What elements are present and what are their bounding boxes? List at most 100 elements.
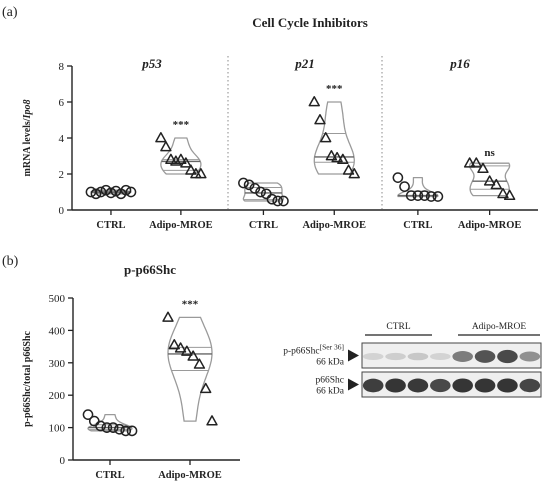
y-tick-label: 100	[49, 423, 66, 435]
data-point-circle	[95, 420, 106, 432]
data-point-circle	[114, 423, 125, 435]
x-tick-label: Adipo-MROE	[149, 220, 213, 231]
data-point-triangle	[193, 358, 206, 369]
gene-label: p21	[294, 56, 315, 71]
y-tick-label: 6	[59, 97, 65, 109]
data-point-circle	[392, 172, 404, 183]
data-point-triangle	[162, 311, 174, 322]
data-point-circle	[120, 425, 132, 437]
y-axis-label: mRNA levels/Ipo8	[22, 100, 33, 177]
blot-band	[385, 352, 406, 361]
blot-band	[362, 378, 384, 393]
blot-band	[362, 352, 384, 361]
panel-b-chart: 0 100 200 300 400 500 p-p66Shc/total p66Shc CTR…	[22, 293, 240, 481]
data-point-circle	[107, 422, 119, 433]
data-point-triangle	[342, 164, 355, 175]
blot-band	[474, 378, 496, 393]
y-tick-label: 0	[59, 205, 65, 217]
y-tick-label: 300	[49, 358, 66, 370]
x-tick-label: CTRL	[403, 220, 432, 231]
blot-band	[407, 352, 429, 361]
blot-band	[430, 378, 451, 393]
data-point-triangle	[331, 151, 343, 163]
y-tick-label: 400	[49, 325, 66, 337]
y-axis-label: p-p66Shc/total p66Shc	[22, 331, 33, 427]
x-tick-label: CTRL	[96, 220, 125, 231]
data-point-circle	[101, 422, 113, 433]
arrow-icon	[348, 378, 359, 391]
data-point-triangle	[175, 153, 187, 164]
blot-band	[497, 378, 518, 393]
data-point-triangle	[308, 96, 320, 107]
data-point-circle	[272, 195, 284, 207]
data-point-triangle	[477, 162, 489, 173]
data-point-circle	[85, 186, 97, 198]
data-point-triangle	[314, 114, 326, 125]
x-tick-label: Adipo-MROE	[302, 220, 366, 231]
data-point-triangle	[160, 141, 172, 152]
data-point-triangle	[165, 153, 177, 164]
data-point-triangle	[348, 168, 360, 179]
data-point-triangle	[174, 342, 187, 353]
blot-row-label: p-p66Shc[Ser 36]	[283, 343, 344, 357]
data-point-triangle	[319, 132, 332, 143]
blot-group-label: Adipo-MROE	[472, 322, 527, 332]
blot-band	[430, 352, 451, 361]
significance-label: ***	[326, 83, 343, 95]
data-point-triangle	[168, 339, 180, 350]
data-point-circle	[419, 190, 430, 201]
significance-label: ***	[173, 119, 190, 131]
data-point-circle	[82, 409, 94, 420]
data-point-triangle	[325, 150, 338, 161]
panel-b-letter: (b)	[2, 254, 19, 269]
data-point-circle	[399, 181, 410, 192]
data-point-circle	[105, 187, 117, 199]
violin-shape	[468, 162, 511, 197]
data-point-triangle	[195, 168, 207, 179]
gene-label: p53	[141, 56, 162, 71]
significance-label: ns	[484, 147, 495, 159]
data-point-circle	[412, 190, 424, 201]
data-point-circle	[266, 193, 278, 205]
x-tick-label: CTRL	[95, 470, 124, 481]
data-point-triangle	[185, 164, 197, 175]
data-point-circle	[260, 188, 272, 200]
blot-row-label: p66Shc	[316, 376, 345, 386]
blot-band	[497, 349, 518, 364]
data-point-triangle	[170, 155, 182, 166]
data-point-circle	[278, 195, 289, 207]
significance-label: ***	[182, 298, 199, 310]
y-tick-label: 8	[59, 61, 65, 73]
data-point-triangle	[180, 157, 192, 168]
y-tick-label: 0	[60, 455, 66, 467]
gene-label: p16	[449, 56, 470, 71]
data-point-circle	[243, 179, 255, 191]
blot-band	[407, 378, 429, 393]
blot-band	[474, 350, 496, 363]
blot-band	[385, 378, 406, 393]
blot-band	[452, 351, 473, 362]
data-point-triangle	[470, 157, 482, 168]
violin-shape	[167, 316, 213, 422]
data-point-circle	[238, 177, 249, 189]
panel-a-letter: (a)	[2, 5, 18, 20]
data-point-triangle	[200, 382, 212, 394]
data-point-circle	[125, 186, 137, 198]
blot-band	[519, 378, 541, 393]
data-point-circle	[249, 183, 261, 194]
y-tick-label: 200	[49, 390, 66, 402]
data-point-circle	[425, 191, 437, 202]
data-point-triangle	[483, 175, 496, 186]
data-point-triangle	[181, 345, 193, 356]
x-tick-label: Adipo-MROE	[458, 220, 522, 231]
data-point-circle	[432, 191, 444, 202]
data-point-triangle	[490, 178, 502, 190]
data-point-triangle	[463, 157, 476, 168]
data-point-triangle	[337, 153, 349, 164]
blot-kda-label: 66 kDa	[316, 358, 344, 368]
blot-band	[452, 378, 473, 393]
y-tick-label: 2	[59, 169, 65, 181]
x-tick-label: CTRL	[249, 220, 278, 231]
